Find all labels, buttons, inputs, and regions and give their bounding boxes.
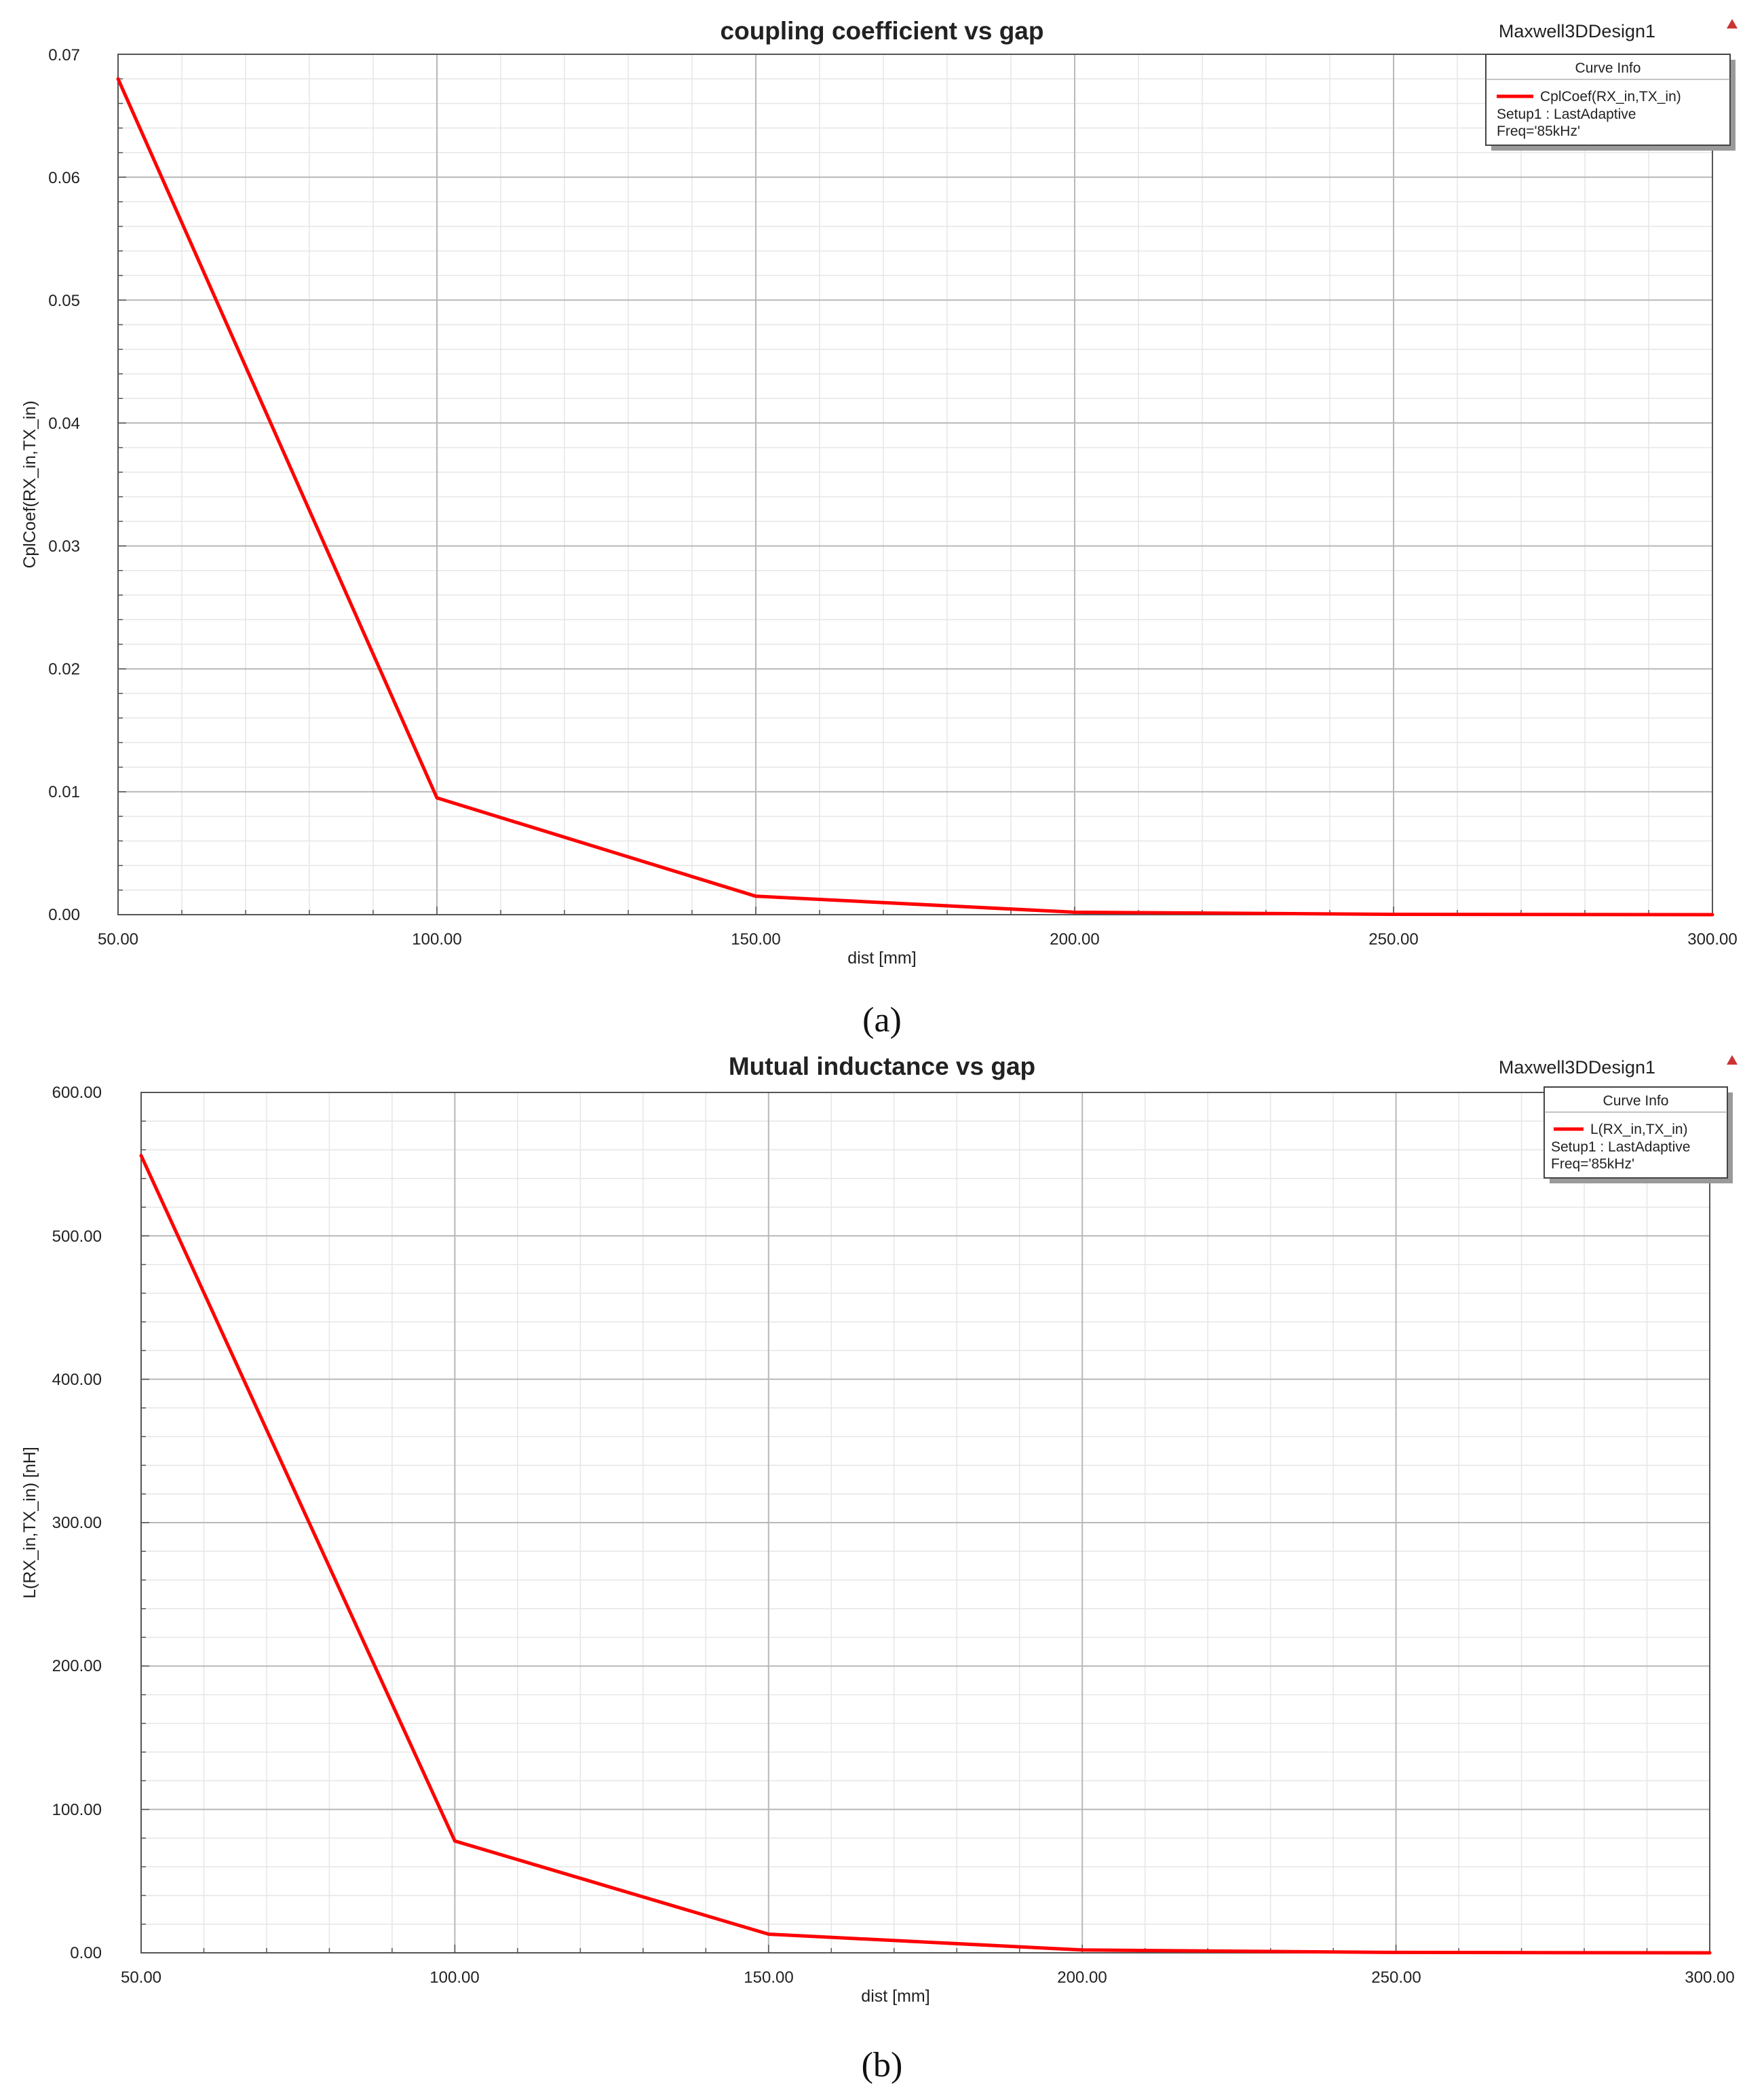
data-point	[767, 1932, 771, 1937]
plot-frame	[140, 1092, 1710, 1954]
x-tick-label: 200.00	[1050, 930, 1099, 949]
y-tick-label: 0.05	[48, 292, 80, 310]
y-axis-label: L(RX_in,TX_in) [nH]	[20, 1447, 39, 1599]
legend: Curve Info L(RX_in,TX_in) Setup1 : LastA…	[1544, 1086, 1733, 1183]
grid	[117, 54, 1713, 915]
x-tick-labels: 50.00 100.00 150.00 200.00 250.00 300.00	[98, 930, 1738, 949]
y-tick-label: 0.03	[48, 537, 80, 556]
y-tick-label: 0.00	[70, 1944, 102, 1962]
x-tick-label: 150.00	[744, 1968, 793, 1987]
design-name: Maxwell3DDesign1	[1499, 1057, 1655, 1078]
y-tick-labels: 0.00 100.00 200.00 300.00 400.00 500.00 …	[52, 1084, 102, 1962]
legend-title: Curve Info	[1603, 1093, 1669, 1109]
legend-title: Curve Info	[1575, 60, 1641, 76]
x-axis-label: dist [mm]	[847, 949, 916, 968]
x-tick-label: 250.00	[1371, 1968, 1421, 1987]
x-tick-label: 100.00	[412, 930, 461, 949]
legend-entry-setup: Setup1 : LastAdaptive	[1551, 1139, 1690, 1155]
series-group	[139, 1154, 1710, 1955]
legend: Curve Info CplCoef(RX_in,TX_in) Setup1 :…	[1485, 54, 1736, 151]
data-points	[139, 1154, 1712, 1955]
design-name: Maxwell3DDesign1	[1499, 21, 1655, 41]
grid	[140, 1092, 1710, 1954]
y-tick-label: 0.06	[48, 169, 80, 187]
x-tick-label: 50.00	[121, 1968, 161, 1987]
legend-entry-freq: Freq='85kHz'	[1497, 123, 1580, 139]
x-tick-label: 200.00	[1057, 1968, 1107, 1987]
data-point	[453, 1839, 457, 1843]
y-tick-label: 300.00	[52, 1514, 102, 1532]
data-point	[1394, 1950, 1398, 1954]
y-tick-label: 600.00	[52, 1084, 102, 1102]
x-tick-label: 150.00	[731, 930, 780, 949]
y-tick-label: 500.00	[52, 1227, 102, 1246]
x-tick-label: 250.00	[1368, 930, 1418, 949]
data-point	[1710, 913, 1714, 917]
data-point	[139, 1154, 143, 1158]
panel-caption-b: (b)	[862, 2046, 903, 2084]
series-line	[139, 1154, 1710, 1955]
legend-entry-setup: Setup1 : LastAdaptive	[1497, 107, 1636, 122]
chart-panel-b: Mutual inductance vs gap Maxwell3DDesign…	[20, 1052, 1738, 2084]
data-point	[1073, 910, 1077, 914]
data-point	[754, 894, 758, 898]
x-tick-labels: 50.00 100.00 150.00 200.00 250.00 300.00	[121, 1968, 1735, 1987]
y-tick-label: 0.02	[48, 660, 80, 679]
triangle-marker-icon	[1727, 19, 1738, 28]
legend-entry-freq: Freq='85kHz'	[1551, 1156, 1634, 1172]
panel-caption-a: (a)	[862, 1001, 902, 1040]
y-tick-label: 0.01	[48, 783, 80, 801]
y-tick-label: 0.00	[48, 906, 80, 924]
triangle-marker-icon	[1727, 1055, 1738, 1065]
y-tick-label: 200.00	[52, 1657, 102, 1675]
legend-box	[1544, 1086, 1728, 1179]
y-tick-label: 400.00	[52, 1371, 102, 1389]
legend-entry-name: CplCoef(RX_in,TX_in)	[1540, 89, 1681, 104]
y-tick-labels: 0.00 0.01 0.02 0.03 0.04 0.05 0.06 0.07	[48, 46, 80, 924]
y-tick-label: 100.00	[52, 1801, 102, 1819]
y-tick-label: 0.07	[48, 46, 80, 64]
series-group	[116, 78, 1713, 917]
y-axis-label: CplCoef(RX_in,TX_in)	[20, 400, 39, 568]
data-point	[1392, 912, 1396, 916]
chart-panel-a: coupling coefficient vs gap Maxwell3DDes…	[20, 17, 1738, 1040]
data-point	[116, 77, 120, 81]
legend-box	[1485, 54, 1731, 146]
x-tick-label: 300.00	[1687, 930, 1737, 949]
x-tick-label: 300.00	[1685, 1968, 1734, 1987]
plot-frame	[117, 54, 1713, 915]
chart-title: coupling coefficient vs gap	[721, 17, 1044, 45]
data-points	[116, 77, 1714, 917]
chart-title: Mutual inductance vs gap	[729, 1052, 1035, 1080]
x-tick-label: 100.00	[429, 1968, 479, 1987]
data-point	[1080, 1948, 1084, 1952]
legend-entry-name: L(RX_in,TX_in)	[1590, 1122, 1688, 1137]
series-line	[116, 78, 1713, 917]
y-tick-label: 0.04	[48, 415, 80, 433]
data-point	[1708, 1951, 1712, 1955]
x-axis-label: dist [mm]	[861, 1987, 929, 2006]
data-point	[435, 796, 439, 800]
x-tick-label: 50.00	[98, 930, 138, 949]
